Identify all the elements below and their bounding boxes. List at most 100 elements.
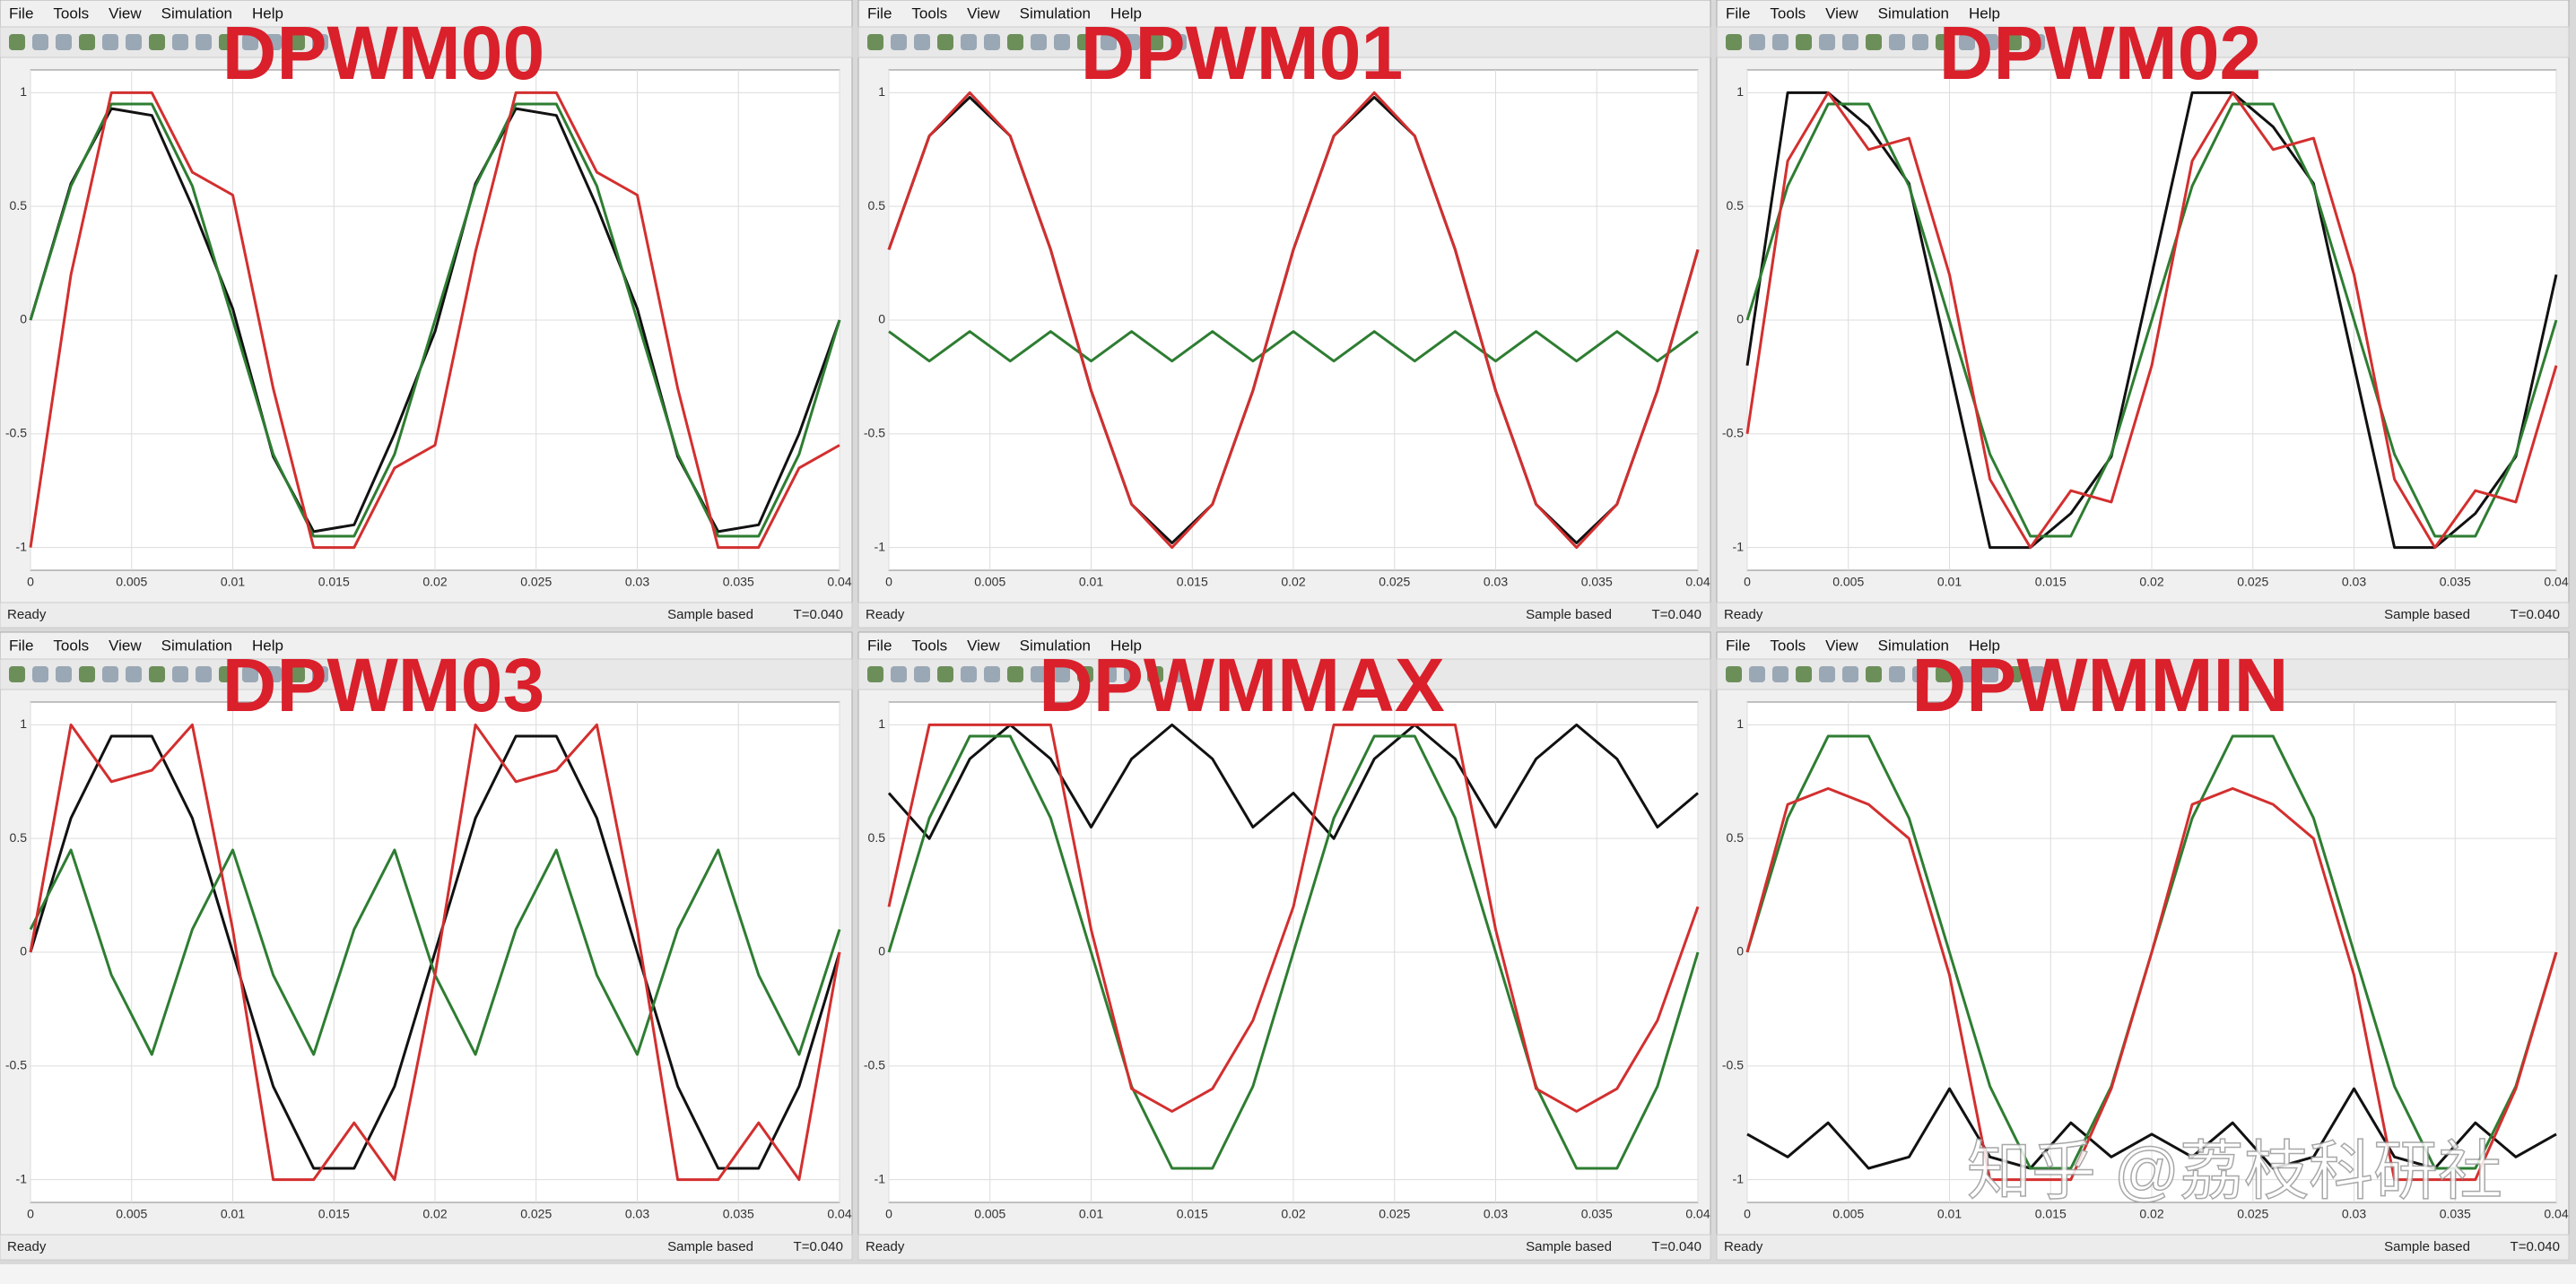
toolbar-button[interactable] — [1866, 34, 1882, 50]
menu-item[interactable]: Help — [252, 637, 283, 654]
toolbar-button[interactable] — [1889, 666, 1905, 682]
toolbar-button[interactable] — [219, 34, 235, 50]
toolbar-button[interactable] — [867, 666, 883, 682]
toolbar-button[interactable] — [289, 666, 305, 682]
menu-item[interactable]: View — [109, 637, 142, 654]
toolbar-button[interactable] — [1912, 666, 1928, 682]
toolbar-button[interactable] — [196, 34, 212, 50]
menu-item[interactable]: Help — [1969, 637, 2000, 654]
toolbar-button[interactable] — [79, 34, 95, 50]
toolbar-button[interactable] — [1842, 34, 1858, 50]
menu-item[interactable]: File — [1726, 4, 1750, 22]
toolbar-button[interactable] — [102, 34, 118, 50]
toolbar-button[interactable] — [937, 666, 953, 682]
toolbar-button[interactable] — [265, 34, 282, 50]
toolbar-button[interactable] — [79, 666, 95, 682]
toolbar-button[interactable] — [149, 34, 165, 50]
menu-item[interactable]: Tools — [911, 4, 947, 22]
toolbar-button[interactable] — [265, 666, 282, 682]
menu-item[interactable]: Help — [252, 4, 283, 22]
toolbar-button[interactable] — [9, 34, 25, 50]
toolbar-button[interactable] — [914, 34, 930, 50]
menu-item[interactable]: Simulation — [1878, 4, 1949, 22]
toolbar-button[interactable] — [1101, 34, 1117, 50]
toolbar-button[interactable] — [312, 666, 328, 682]
toolbar-button[interactable] — [1147, 34, 1163, 50]
menu-item[interactable]: View — [109, 4, 142, 22]
toolbar-button[interactable] — [1124, 34, 1140, 50]
toolbar-button[interactable] — [891, 666, 907, 682]
toolbar-button[interactable] — [126, 666, 142, 682]
toolbar-button[interactable] — [1726, 34, 1742, 50]
toolbar-button[interactable] — [1031, 34, 1047, 50]
toolbar-button[interactable] — [32, 34, 48, 50]
menu-item[interactable]: Help — [1110, 4, 1142, 22]
toolbar-button[interactable] — [1819, 666, 1835, 682]
toolbar-button[interactable] — [867, 34, 883, 50]
toolbar-button[interactable] — [1772, 34, 1788, 50]
toolbar-button[interactable] — [289, 34, 305, 50]
toolbar-button[interactable] — [1749, 666, 1765, 682]
menu-item[interactable]: Simulation — [161, 4, 232, 22]
toolbar-button[interactable] — [937, 34, 953, 50]
menu-item[interactable]: Simulation — [161, 637, 232, 654]
toolbar-button[interactable] — [1819, 34, 1835, 50]
toolbar-button[interactable] — [984, 666, 1000, 682]
toolbar-button[interactable] — [1726, 666, 1742, 682]
toolbar-button[interactable] — [1749, 34, 1765, 50]
toolbar-button[interactable] — [149, 666, 165, 682]
toolbar-button[interactable] — [1796, 666, 1812, 682]
toolbar-button[interactable] — [312, 34, 328, 50]
toolbar-button[interactable] — [1007, 666, 1023, 682]
toolbar-button[interactable] — [242, 666, 258, 682]
menu-item[interactable]: File — [9, 637, 33, 654]
toolbar-button[interactable] — [1866, 666, 1882, 682]
menu-item[interactable]: Tools — [53, 637, 89, 654]
toolbar-button[interactable] — [242, 34, 258, 50]
menu-item[interactable]: View — [1825, 637, 1858, 654]
toolbar-button[interactable] — [1171, 34, 1187, 50]
toolbar-button[interactable] — [1101, 666, 1117, 682]
toolbar-button[interactable] — [1007, 34, 1023, 50]
menu-item[interactable]: Tools — [1770, 637, 1806, 654]
toolbar-button[interactable] — [102, 666, 118, 682]
toolbar-button[interactable] — [1054, 666, 1070, 682]
toolbar-button[interactable] — [1077, 666, 1093, 682]
menu-item[interactable]: Tools — [911, 637, 947, 654]
toolbar-button[interactable] — [56, 34, 72, 50]
toolbar-button[interactable] — [1031, 666, 1047, 682]
toolbar-button[interactable] — [56, 666, 72, 682]
toolbar-button[interactable] — [196, 666, 212, 682]
toolbar-button[interactable] — [1889, 34, 1905, 50]
toolbar-button[interactable] — [1936, 666, 1952, 682]
toolbar-button[interactable] — [891, 34, 907, 50]
toolbar-button[interactable] — [126, 34, 142, 50]
toolbar-button[interactable] — [1982, 666, 1998, 682]
toolbar-button[interactable] — [1054, 34, 1070, 50]
toolbar-button[interactable] — [172, 34, 188, 50]
menu-item[interactable]: Help — [1969, 4, 2000, 22]
toolbar-button[interactable] — [1077, 34, 1093, 50]
toolbar-button[interactable] — [1842, 666, 1858, 682]
menu-item[interactable]: Simulation — [1878, 637, 1949, 654]
toolbar-button[interactable] — [172, 666, 188, 682]
toolbar-button[interactable] — [961, 666, 977, 682]
toolbar-button[interactable] — [1959, 666, 1975, 682]
menu-item[interactable]: View — [967, 4, 1000, 22]
menu-item[interactable]: Tools — [1770, 4, 1806, 22]
menu-item[interactable]: File — [1726, 637, 1750, 654]
menu-item[interactable]: Simulation — [1020, 637, 1091, 654]
toolbar-button[interactable] — [2029, 34, 2045, 50]
menu-item[interactable]: View — [1825, 4, 1858, 22]
toolbar-button[interactable] — [32, 666, 48, 682]
toolbar-button[interactable] — [1959, 34, 1975, 50]
toolbar-button[interactable] — [1171, 666, 1187, 682]
menu-item[interactable]: Tools — [53, 4, 89, 22]
menu-item[interactable]: File — [9, 4, 33, 22]
toolbar-button[interactable] — [1147, 666, 1163, 682]
toolbar-button[interactable] — [914, 666, 930, 682]
toolbar-button[interactable] — [219, 666, 235, 682]
menu-item[interactable]: View — [967, 637, 1000, 654]
menu-item[interactable]: Help — [1110, 637, 1142, 654]
toolbar-button[interactable] — [1912, 34, 1928, 50]
